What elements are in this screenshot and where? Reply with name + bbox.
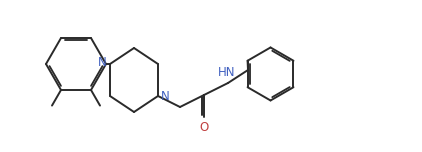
Text: HN: HN: [218, 66, 236, 79]
Text: O: O: [199, 121, 208, 134]
Text: N: N: [161, 90, 170, 102]
Text: N: N: [98, 55, 107, 69]
